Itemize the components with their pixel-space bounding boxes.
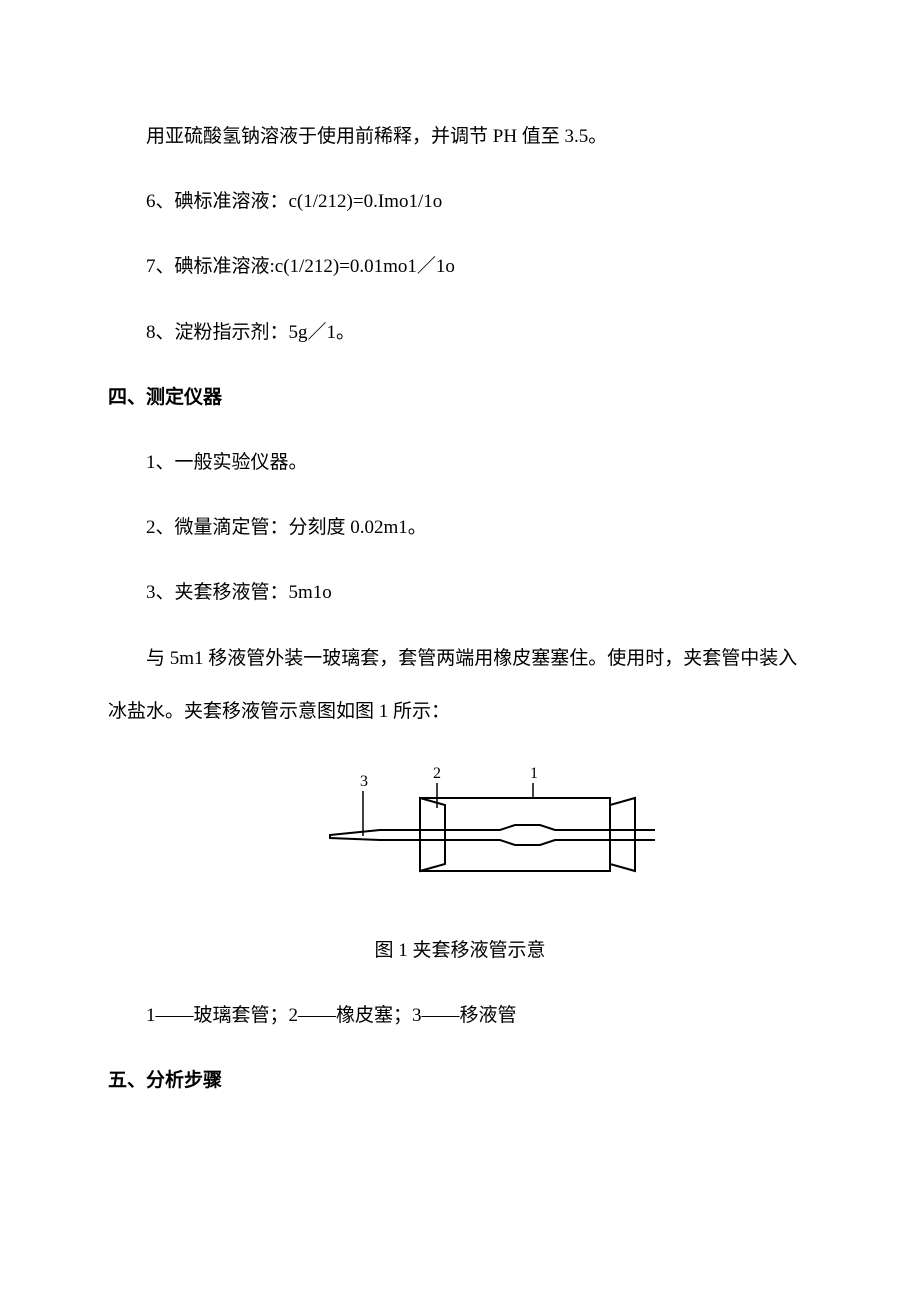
section-5-heading: 五、分析步骤 bbox=[108, 1054, 812, 1107]
figure-1-caption: 图 1 夹套移液管示意 bbox=[108, 924, 812, 977]
glass-sleeve bbox=[420, 798, 610, 871]
figure-1: 3 2 1 bbox=[108, 758, 812, 914]
instrument-item-1: 1、一般实验仪器。 bbox=[108, 436, 812, 489]
pipette-top bbox=[445, 825, 610, 830]
left-stopper bbox=[420, 798, 445, 871]
instrument-description: 与 5m1 移液管外装一玻璃套，套管两端用橡皮塞塞住。使用时，夹套管中装入冰盐水… bbox=[108, 632, 812, 738]
pipette-bottom bbox=[445, 840, 610, 845]
reagent-item-8: 8、淀粉指示剂：5g／1。 bbox=[108, 306, 812, 359]
label-2: 2 bbox=[433, 765, 441, 782]
right-stopper bbox=[610, 798, 635, 871]
label-1: 1 bbox=[530, 765, 538, 782]
reagent-item-6: 6、碘标准溶液：c(1/212)=0.Imo1/1o bbox=[108, 175, 812, 228]
pipette-diagram: 3 2 1 bbox=[265, 758, 655, 893]
pipette-left-tip bbox=[330, 830, 420, 840]
instrument-item-3: 3、夹套移液管：5m1o bbox=[108, 566, 812, 619]
label-3: 3 bbox=[360, 773, 368, 790]
instrument-item-2: 2、微量滴定管：分刻度 0.02m1。 bbox=[108, 501, 812, 554]
section-4-heading: 四、测定仪器 bbox=[108, 371, 812, 424]
figure-1-legend: 1——玻璃套管；2——橡皮塞；3——移液管 bbox=[108, 989, 812, 1042]
reagent-item-7: 7、碘标准溶液:c(1/212)=0.01mo1／1o bbox=[108, 240, 812, 293]
intro-paragraph: 用亚硫酸氢钠溶液于使用前稀释，并调节 PH 值至 3.5。 bbox=[108, 110, 812, 163]
